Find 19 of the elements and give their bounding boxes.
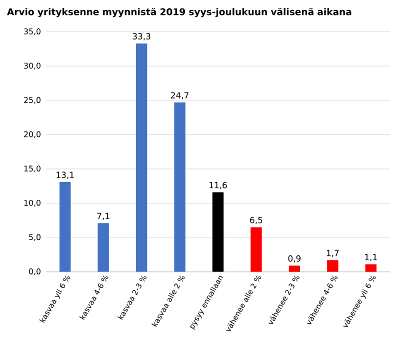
- data-label: 13,1: [56, 172, 74, 179]
- data-label: 7,1: [97, 212, 110, 220]
- bar: [327, 260, 338, 272]
- bar: [60, 182, 71, 272]
- data-label: 33,3: [132, 33, 150, 40]
- data-label: 6,5: [250, 216, 262, 224]
- bar: [212, 192, 224, 272]
- bar: [136, 43, 148, 272]
- chart-title: Arvio yrityksenne myynnistä 2019 syys-joulukuun välisenä aikana: [7, 8, 352, 18]
- bar: [174, 102, 186, 272]
- bar: [250, 227, 262, 272]
- bar: [288, 266, 300, 272]
- data-label: 1,1: [365, 254, 377, 262]
- data-label: 0,9: [288, 255, 301, 263]
- bar: [365, 264, 376, 272]
- bar: [98, 223, 109, 272]
- data-label: 24,7: [171, 92, 188, 100]
- data-label: 1,7: [326, 250, 339, 258]
- data-label: 11,6: [210, 182, 227, 190]
